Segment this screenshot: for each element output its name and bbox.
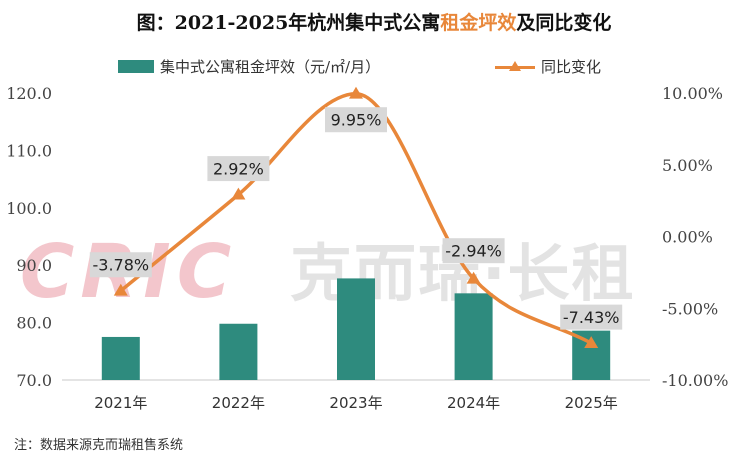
y-left-tick: 70.0 bbox=[16, 371, 52, 390]
x-tick-label: 2022年 bbox=[212, 394, 265, 412]
x-tick-label: 2021年 bbox=[94, 394, 147, 412]
data-label-box bbox=[89, 252, 152, 278]
legend-bar-label: 集中式公寓租金坪效（元/㎡/月） bbox=[160, 58, 381, 76]
y-left-tick: 120.0 bbox=[6, 84, 52, 103]
chart-title-accent: 租金坪效 bbox=[440, 12, 517, 34]
legend-bar-swatch bbox=[118, 60, 154, 73]
bar bbox=[101, 336, 140, 380]
source-note: 注：数据来源克而瑞租售系统 bbox=[14, 438, 184, 453]
bar bbox=[337, 278, 375, 380]
data-label: -3.78% bbox=[92, 256, 149, 275]
legend-line-marker-icon bbox=[495, 60, 535, 74]
x-tick-label: 2023年 bbox=[329, 394, 382, 412]
data-label: -7.43% bbox=[563, 308, 620, 327]
y-right-tick: -10.00% bbox=[662, 371, 728, 390]
line-marker bbox=[113, 283, 128, 296]
line-marker bbox=[584, 336, 599, 349]
line-marker bbox=[231, 187, 246, 200]
y-left-tick: 80.0 bbox=[16, 314, 52, 333]
x-tick-label: 2024年 bbox=[447, 394, 500, 412]
y-right-tick: 10.00% bbox=[662, 84, 723, 103]
y-right-tick: 5.00% bbox=[662, 156, 713, 175]
y-left-tick: 100.0 bbox=[6, 199, 52, 218]
data-label: 2.92% bbox=[213, 160, 264, 179]
line-marker bbox=[466, 271, 481, 284]
y-left-tick: 110.0 bbox=[6, 141, 52, 160]
data-label-box bbox=[560, 304, 623, 330]
x-tick-label: 2025年 bbox=[565, 394, 618, 412]
bar bbox=[454, 293, 493, 380]
legend: 集中式公寓租金坪效（元/㎡/月） 同比变化 bbox=[0, 56, 748, 80]
data-label-box bbox=[325, 107, 387, 133]
data-label-box bbox=[207, 156, 270, 182]
legend-line-label: 同比变化 bbox=[541, 58, 602, 76]
legend-item-line: 同比变化 bbox=[495, 56, 601, 77]
data-label: -2.94% bbox=[445, 242, 502, 261]
data-label: 9.95% bbox=[331, 111, 382, 130]
y-left-tick: 90.0 bbox=[16, 256, 52, 275]
chart-title: 图：2021-2025年杭州集中式公寓租金坪效及同比变化 bbox=[136, 12, 612, 34]
y-right-tick: 0.00% bbox=[662, 228, 713, 247]
data-label-box bbox=[442, 238, 505, 264]
y-right-tick: -5.00% bbox=[662, 299, 718, 318]
legend-item-bar: 集中式公寓租金坪效（元/㎡/月） bbox=[118, 56, 380, 77]
line-marker bbox=[349, 86, 363, 99]
bar bbox=[219, 323, 258, 380]
